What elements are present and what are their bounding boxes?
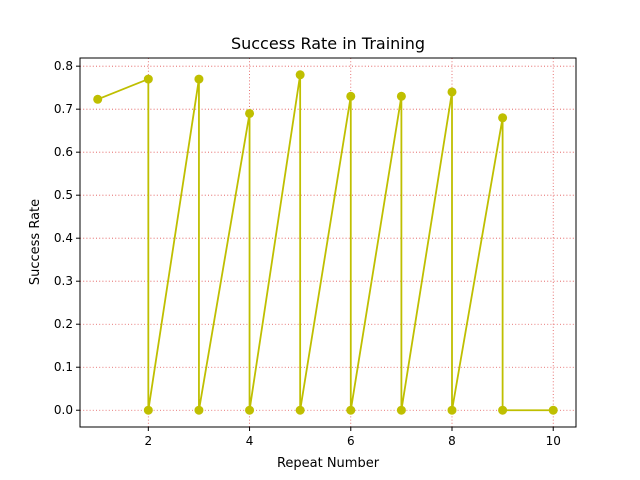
y-tick-label: 0.3 <box>54 274 73 288</box>
data-point-marker <box>245 405 255 415</box>
y-tick-label: 0.8 <box>54 59 73 73</box>
data-point-marker <box>346 405 356 415</box>
plot-area-frame <box>79 57 577 428</box>
data-point-marker <box>447 405 457 415</box>
data-point-marker <box>245 108 255 118</box>
data-point-marker <box>295 70 305 80</box>
y-tick-label: 0.1 <box>54 360 73 374</box>
data-point-marker <box>396 405 406 415</box>
data-point-marker <box>93 94 103 104</box>
x-tick-label: 10 <box>546 434 561 448</box>
data-point-marker <box>498 405 508 415</box>
data-point-marker <box>548 405 558 415</box>
y-tick-label: 0.2 <box>54 317 73 331</box>
y-tick-label: 0.6 <box>54 145 73 159</box>
data-point-marker <box>194 405 204 415</box>
data-point-marker <box>396 91 406 101</box>
success-rate-series-line <box>97 73 554 412</box>
data-point-marker <box>143 74 153 84</box>
x-axis-label: Repeat Number <box>277 456 380 471</box>
chart-title: Success Rate in Training <box>231 34 425 53</box>
data-point-marker <box>194 74 204 84</box>
axis-ticks: 2 4 6 8 10 0.0 0.1 0.2 0.3 0.4 0.5 0.6 0.7 0.8 <box>54 59 561 448</box>
data-point-marker <box>295 405 305 415</box>
data-point-marker <box>143 405 153 415</box>
data-point-marker <box>346 91 356 101</box>
series-lines <box>97 73 554 412</box>
data-point-marker <box>447 87 457 97</box>
x-tick-label: 4 <box>246 434 254 448</box>
y-tick-label: 0.7 <box>54 102 73 116</box>
x-tick-label: 2 <box>145 434 153 448</box>
y-axis-label: Success Rate <box>28 199 43 285</box>
x-tick-label: 8 <box>448 434 456 448</box>
data-point-marker <box>498 113 508 123</box>
y-tick-label: 0.0 <box>54 403 73 417</box>
series-markers <box>93 70 558 415</box>
y-tick-label: 0.5 <box>54 188 73 202</box>
x-tick-label: 6 <box>347 434 355 448</box>
y-tick-label: 0.4 <box>54 231 73 245</box>
